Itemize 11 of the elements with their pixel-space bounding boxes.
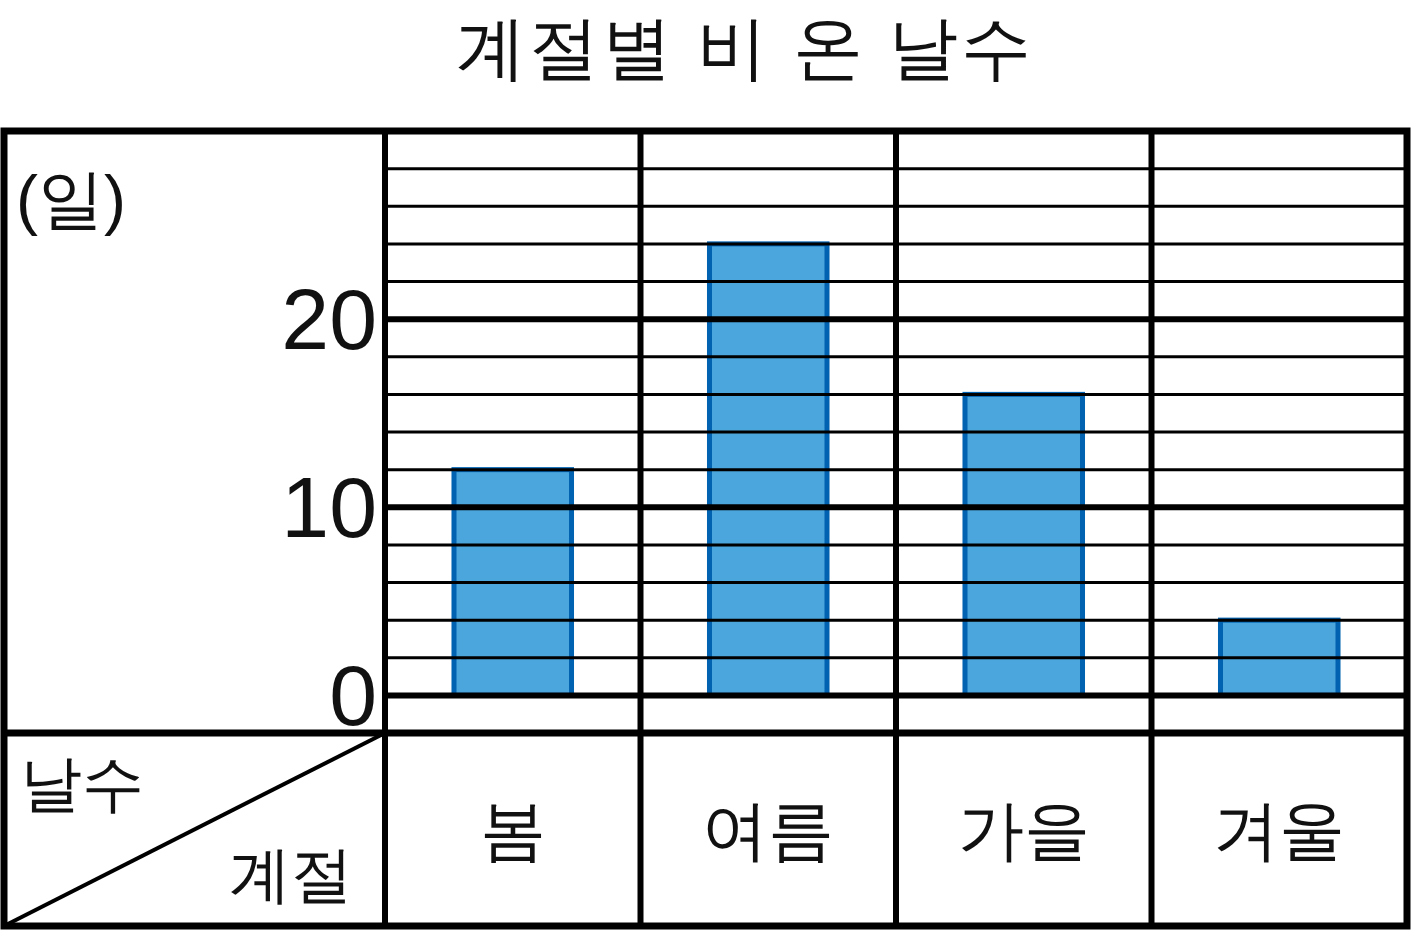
- y-tick-label: 10: [281, 459, 377, 556]
- x-tick-label: 겨울: [1213, 792, 1346, 867]
- x-tick-label: 봄: [479, 792, 546, 867]
- y-tick-label: 0: [329, 647, 377, 744]
- y-axis-title: 날수: [20, 748, 144, 818]
- text: (일): [16, 162, 126, 236]
- chart-title: 계절별 비 온 날수: [455, 9, 1035, 87]
- y-tick-label: 20: [281, 271, 377, 368]
- x-axis-title: 계절: [229, 839, 353, 909]
- x-tick-label: 여름: [702, 792, 835, 867]
- x-tick-label: 가을: [957, 792, 1090, 867]
